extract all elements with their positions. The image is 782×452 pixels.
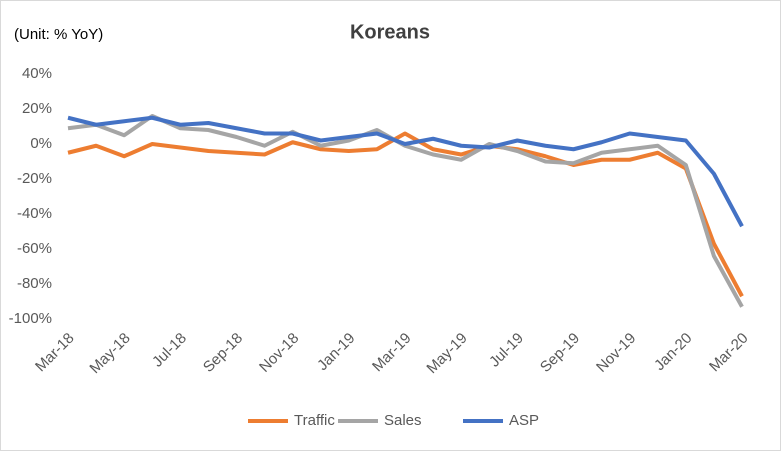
y-tick-label: -60% xyxy=(17,240,52,257)
legend-label: Sales xyxy=(384,412,422,429)
y-tick-label: 40% xyxy=(22,65,52,82)
y-tick-label: 20% xyxy=(22,100,52,117)
legend-label: Traffic xyxy=(294,412,335,429)
y-tick-label: -100% xyxy=(9,310,52,327)
series-line xyxy=(67,131,744,298)
y-tick-label: -40% xyxy=(17,205,52,222)
y-tick-label: 0% xyxy=(30,135,52,152)
y-tick-label: -80% xyxy=(17,275,52,292)
annotation: (Unit: % YoY) xyxy=(14,26,103,43)
chart-title: Koreans xyxy=(350,21,430,43)
legend-label: ASP xyxy=(509,412,539,429)
y-tick-label: -20% xyxy=(17,170,52,187)
series-line xyxy=(67,115,744,228)
